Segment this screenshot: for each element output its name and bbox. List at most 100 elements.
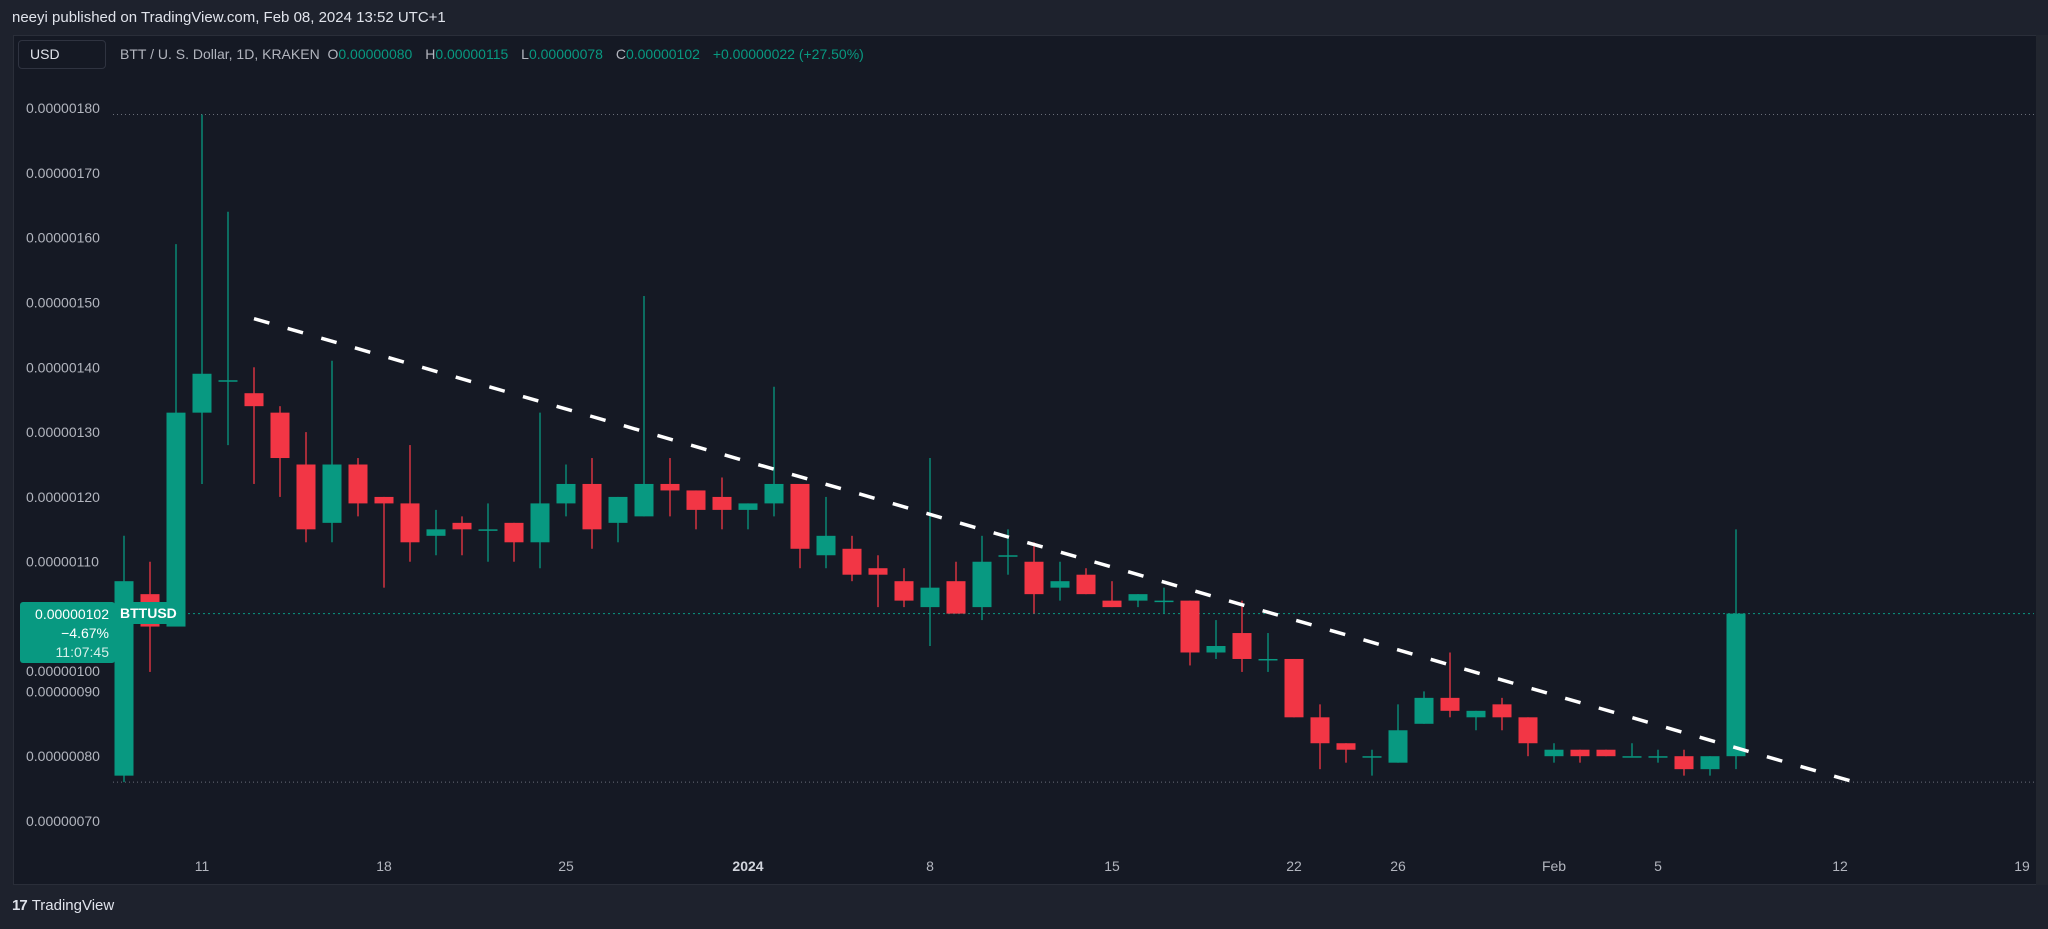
symbol-title[interactable]: BTT / U. S. Dollar, 1D, KRAKEN — [120, 46, 320, 62]
y-tick-label: 0.00000080 — [26, 748, 100, 764]
candle-down — [1232, 600, 1252, 672]
candle-body — [1310, 717, 1330, 744]
candle-body — [920, 587, 940, 608]
candle-body — [1414, 697, 1434, 724]
footer: 17 TradingView — [12, 897, 114, 914]
candle-up — [218, 211, 238, 446]
candle-up — [634, 295, 654, 517]
candle-body — [1232, 633, 1252, 659]
candle-up — [192, 114, 212, 484]
candle-body — [868, 568, 888, 575]
candle-body — [1154, 600, 1174, 603]
candle-up — [1050, 561, 1070, 601]
high-value: 0.00000115 — [435, 46, 509, 62]
candle-body — [1206, 646, 1226, 653]
candle-down — [1310, 704, 1330, 770]
price-axis: 0.00000180 0.00000170 0.00000160 0.00000150… — [26, 100, 100, 829]
candle-body — [504, 522, 524, 543]
candle-down — [244, 367, 264, 484]
x-tick-label: 15 — [1104, 858, 1120, 874]
candle-down — [660, 458, 680, 517]
candle-body — [712, 496, 732, 510]
candle-down — [1596, 749, 1616, 757]
candle-body — [582, 483, 602, 530]
candle-up — [426, 509, 446, 556]
candle-body — [1518, 717, 1538, 744]
candle-body — [218, 380, 238, 382]
candle-body — [400, 503, 420, 543]
candle-up — [972, 535, 992, 621]
candle-body — [1180, 600, 1200, 653]
chart-panel[interactable] — [13, 35, 2037, 885]
candle-down — [400, 445, 420, 562]
candle-body — [1440, 697, 1460, 711]
brand-name[interactable]: TradingView — [31, 897, 115, 914]
candle-up — [764, 386, 784, 517]
candle-down — [1180, 600, 1200, 666]
candle-body — [1648, 756, 1668, 758]
candle-up — [738, 503, 758, 530]
candle-up — [478, 503, 498, 562]
candle-body — [1388, 730, 1408, 763]
x-tick-label: 22 — [1286, 858, 1302, 874]
descending-trendline[interactable] — [253, 316, 1867, 788]
candle-body — [972, 561, 992, 608]
candle-body — [1284, 658, 1304, 718]
candle-down — [270, 406, 290, 497]
change-value: +0.00000022 (+27.50%) — [712, 46, 864, 62]
change-percent: −4.67% — [61, 625, 109, 641]
y-tick-label: 0.00000170 — [26, 165, 100, 181]
high-label: H — [425, 46, 436, 62]
candle-body — [1336, 743, 1356, 750]
candle-down — [296, 432, 316, 543]
candle-down — [1570, 749, 1590, 763]
candle-down — [452, 516, 472, 556]
candle-up — [1128, 594, 1148, 608]
candle-down — [1492, 697, 1512, 731]
candle-body — [764, 483, 784, 504]
bar-countdown: 11:07:45 — [55, 644, 109, 660]
x-tick-label: 5 — [1654, 858, 1662, 874]
candle-body — [478, 529, 498, 531]
candle-body — [270, 412, 290, 459]
candle-down — [1284, 658, 1304, 718]
time-axis: 11 18 25 2024 8 15 22 26 Feb 5 12 19 — [195, 858, 2030, 874]
candle-up — [1414, 691, 1434, 724]
candle-body — [1570, 749, 1590, 757]
candle-body — [1726, 613, 1746, 757]
candle-up — [322, 360, 342, 543]
candle-up — [1544, 743, 1564, 763]
candle-down — [712, 477, 732, 530]
candle-up — [1388, 704, 1408, 763]
candle-body — [1622, 756, 1642, 758]
candle-down — [582, 458, 602, 549]
candle-down — [686, 490, 706, 530]
candle-body — [374, 496, 394, 504]
current-price-tag: 0.00000102 −4.67% 11:07:45 — [20, 602, 115, 663]
candle-body — [452, 522, 472, 530]
candle-body — [1076, 574, 1096, 595]
candle-body — [296, 464, 316, 530]
candle-up — [816, 496, 836, 569]
tradingview-logo-icon: 17 — [12, 897, 28, 914]
symbol-legend: BTT / U. S. Dollar, 1D, KRAKEN O0.000000… — [120, 46, 873, 62]
candle-body — [1362, 756, 1382, 758]
candle-body — [348, 464, 368, 504]
currency-button[interactable]: USD — [18, 40, 106, 69]
y-tick-label: 0.00000130 — [26, 424, 100, 440]
candle-body — [1492, 704, 1512, 718]
y-tick-label: 0.00000100 — [26, 663, 100, 679]
open-value: 0.00000080 — [338, 46, 413, 62]
candle-down — [1336, 743, 1356, 763]
x-tick-label: 2024 — [732, 858, 763, 874]
candle-down — [1440, 652, 1460, 718]
trendline-layer — [253, 316, 1867, 788]
y-tick-label: 0.00000180 — [26, 100, 100, 116]
low-value: 0.00000078 — [528, 46, 603, 62]
candle-body — [166, 412, 186, 627]
candle-up — [1362, 749, 1382, 776]
candle-down — [504, 522, 524, 562]
candle-body — [686, 490, 706, 510]
candle-down — [374, 496, 394, 588]
